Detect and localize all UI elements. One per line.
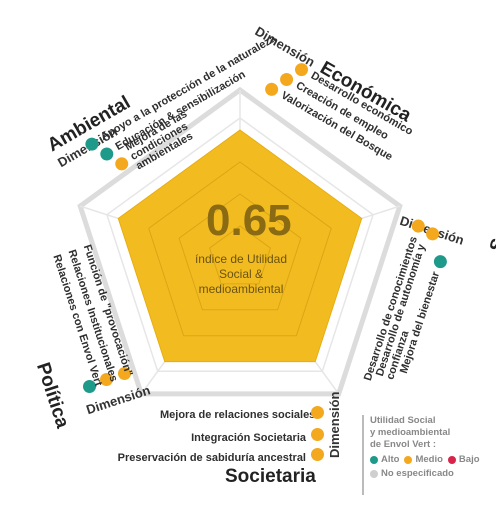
inner-ring-3 xyxy=(209,225,271,285)
legend-row-levels: Alto Medio Bajo xyxy=(370,454,490,465)
societaria-item3-dot xyxy=(311,448,324,461)
legend-row-unspecified: No especificado xyxy=(370,468,490,479)
legend-alto-dot xyxy=(370,455,378,464)
legend-bajo-dot xyxy=(447,455,456,464)
index-label-line1: índice de Utilidad xyxy=(194,252,288,266)
legend-bajo: Bajo xyxy=(458,454,480,465)
grid-ring-1 xyxy=(106,117,374,373)
politica-item1-dot xyxy=(83,380,96,393)
societaria-title: Societaria xyxy=(225,466,316,487)
societaria-item1-row: Mejora de relaciones sociales xyxy=(160,405,315,423)
inner-ring-1 xyxy=(148,161,332,337)
legend-medio-dot xyxy=(404,455,413,464)
legend: Utilidad Social y medioambiental de Envo… xyxy=(362,415,490,495)
index-label-line3: medioambiental xyxy=(198,282,284,296)
legend-medio: Medio xyxy=(415,454,443,465)
legend-alto: Alto xyxy=(381,454,400,465)
politica-item3-dot xyxy=(118,367,131,380)
societaria-item1-dot xyxy=(311,406,324,419)
societaria-item1: Mejora de relaciones sociales xyxy=(160,409,316,421)
legend-title-line1: Utilidad Social xyxy=(370,415,436,426)
legend-title-line3: de Envol Vert : xyxy=(370,439,436,450)
inner-ring-2 xyxy=(178,193,302,311)
legend-no-especificado-dot xyxy=(370,469,378,478)
societaria-item3: Preservación de sabiduría ancestral xyxy=(117,452,306,464)
societaria-word-wrap: Dimensión xyxy=(326,392,344,458)
index-label-line2: Social & xyxy=(218,267,264,281)
legend-title-line2: y medioambiental xyxy=(370,427,451,438)
inner-grid xyxy=(148,161,332,337)
politica-item2-dot xyxy=(100,373,113,386)
societaria-item3-row: Preservación de sabiduría ancestral xyxy=(100,448,306,466)
societaria-item2-row: Integración Societaria xyxy=(160,428,306,446)
score-polygon xyxy=(117,129,363,363)
index-value: 0.65 xyxy=(206,196,292,245)
societaria-item2: Integración Societaria xyxy=(191,432,306,444)
legend-no-especificado: No especificado xyxy=(381,468,454,479)
outer-pentagon-frame xyxy=(77,86,403,397)
societaria-dimension-word: Dimensión xyxy=(327,391,342,458)
societaria-item2-dot xyxy=(311,428,324,441)
